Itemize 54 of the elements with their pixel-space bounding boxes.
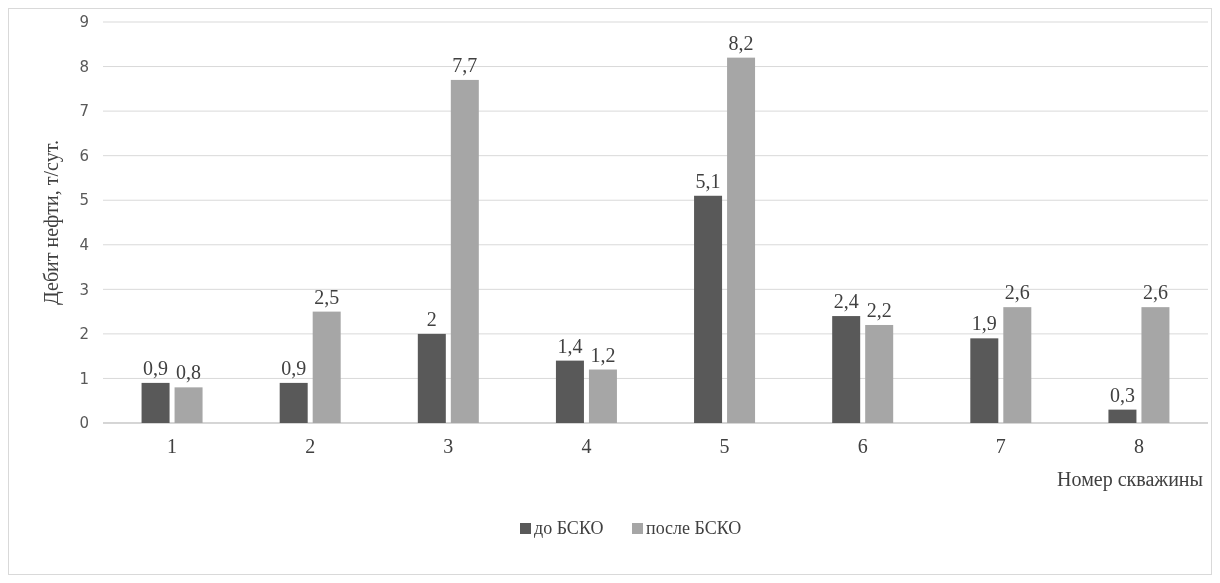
x-tick-label: 6 [857, 435, 868, 457]
legend-label: до БСКО [534, 518, 604, 538]
legend-label: после БСКО [646, 518, 742, 538]
data-label: 0,8 [176, 361, 202, 384]
data-label: 2,6 [1004, 281, 1030, 304]
bar [970, 338, 999, 423]
bar [1003, 307, 1032, 423]
bar [865, 324, 894, 423]
data-label: 0,9 [143, 356, 169, 379]
data-label: 1,2 [590, 343, 616, 366]
y-tick-label: 9 [79, 13, 89, 32]
data-label: 1,4 [557, 334, 583, 357]
data-label: 1,9 [971, 312, 997, 335]
y-axis-title: Дебит нефти, т/сут. [40, 140, 63, 305]
bar [694, 195, 723, 423]
data-label: 0,3 [1109, 383, 1135, 406]
data-label: 7,7 [452, 53, 478, 76]
y-tick-label: 2 [79, 325, 89, 344]
x-tick-label: 8 [1133, 435, 1144, 457]
x-tick-label: 5 [719, 435, 730, 457]
y-tick-label: 6 [79, 146, 89, 165]
y-tick-label: 0 [79, 414, 89, 433]
y-tick-label: 1 [79, 369, 89, 388]
bar [727, 57, 756, 423]
y-tick-label: 5 [79, 191, 89, 210]
bar [1108, 409, 1137, 423]
data-label: 2,6 [1142, 281, 1168, 304]
bar [141, 382, 170, 423]
bar [450, 79, 479, 423]
y-tick-label: 7 [79, 102, 89, 121]
y-tick-label: 8 [79, 57, 89, 76]
data-label: 2 [426, 307, 437, 330]
y-tick-label: 4 [79, 236, 89, 255]
bar [279, 382, 308, 423]
x-tick-label: 2 [305, 435, 316, 457]
data-label: 2,2 [866, 298, 892, 321]
x-tick-label: 3 [443, 435, 454, 457]
bar [555, 360, 584, 423]
x-axis-title: Номер скважины [1057, 468, 1203, 491]
x-tick-label: 7 [995, 435, 1006, 457]
bar [832, 316, 861, 423]
data-label: 5,1 [695, 169, 721, 192]
bar [417, 333, 446, 423]
y-tick-label: 3 [79, 280, 89, 299]
bar [1141, 307, 1170, 423]
data-label: 8,2 [728, 31, 754, 54]
bar [312, 311, 341, 423]
bar [174, 387, 203, 423]
data-label: 0,9 [281, 356, 307, 379]
x-tick-label: 4 [581, 435, 592, 457]
data-label: 2,5 [314, 285, 340, 308]
x-tick-label: 1 [167, 435, 178, 457]
data-label: 2,4 [833, 290, 859, 313]
bar [588, 369, 617, 423]
